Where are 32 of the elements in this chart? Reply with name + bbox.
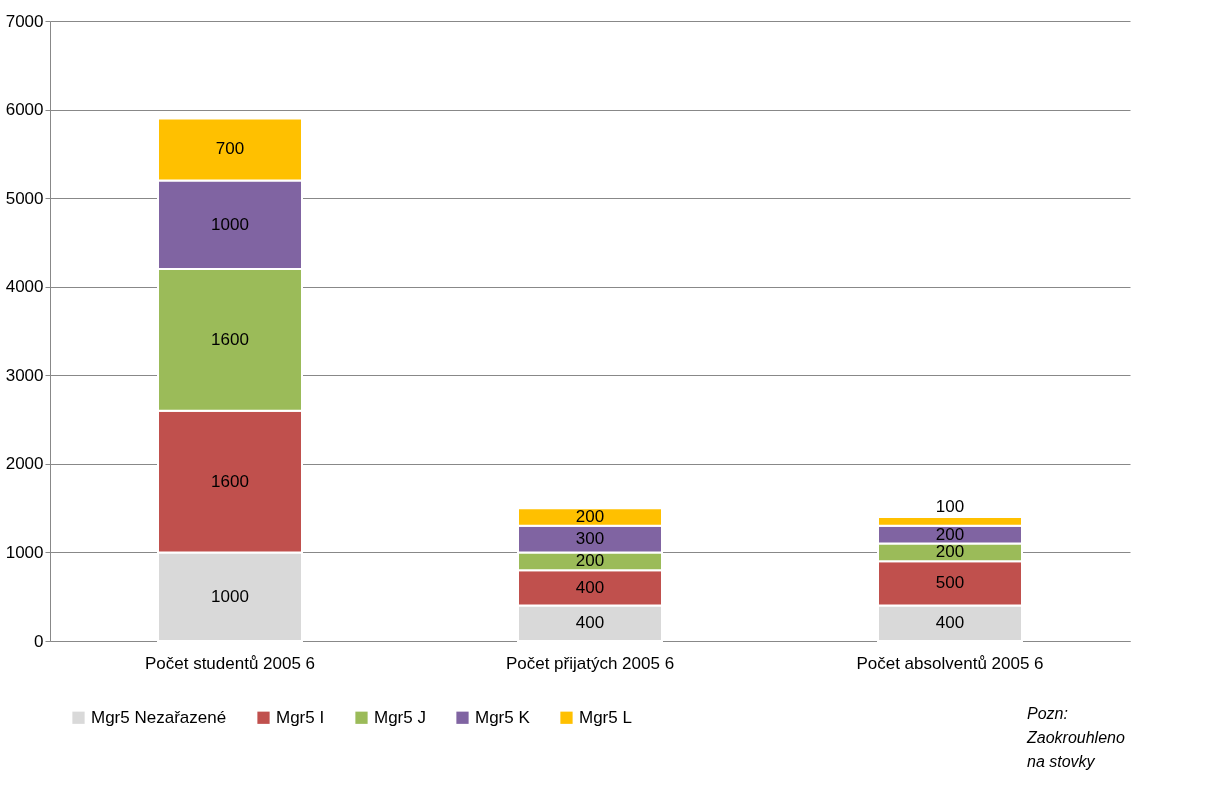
y-tick-label: 6000 [5,100,44,120]
legend-label: Mgr5 Nezařazené [91,707,227,727]
data-label: 700 [215,139,245,159]
text: Pozn: Zaokrouhleno na stovky [1026,705,1125,770]
data-label: 100 [935,497,965,516]
y-tick-label: 3000 [5,365,44,385]
data-label: 1600 [211,471,249,491]
data-label: 500 [935,573,965,593]
data-label: 1000 [211,214,249,234]
data-label: 200 [575,507,605,526]
y-tick-label: 5000 [5,188,44,208]
data-label: 300 [575,529,605,549]
legend-label: Mgr5 K [475,707,531,727]
y-tick-label: 2000 [5,454,44,474]
y-tick-label: 1000 [5,542,44,562]
legend-label: Mgr5 J [374,707,426,727]
x-tick-label: Počet absolventů 2005 6 [856,653,1044,673]
data-label: 1600 [211,329,249,349]
x-tick-label: Počet studentů 2005 6 [144,653,316,673]
data-label: 400 [575,613,605,633]
data-label: 400 [575,577,605,597]
y-tick-label: 0 [34,631,44,651]
y-tick-label: 7000 [5,11,44,31]
legend-label: Mgr5 L [579,707,632,727]
legend-label: Mgr5 I [276,707,325,727]
data-label: 400 [935,613,965,633]
data-label: 200 [935,524,965,544]
y-tick-label: 4000 [5,277,44,297]
data-label: 200 [935,542,965,562]
data-label: 1000 [211,586,249,606]
data-label: 200 [575,551,605,571]
x-tick-label: Počet přijatých 2005 6 [505,653,675,673]
